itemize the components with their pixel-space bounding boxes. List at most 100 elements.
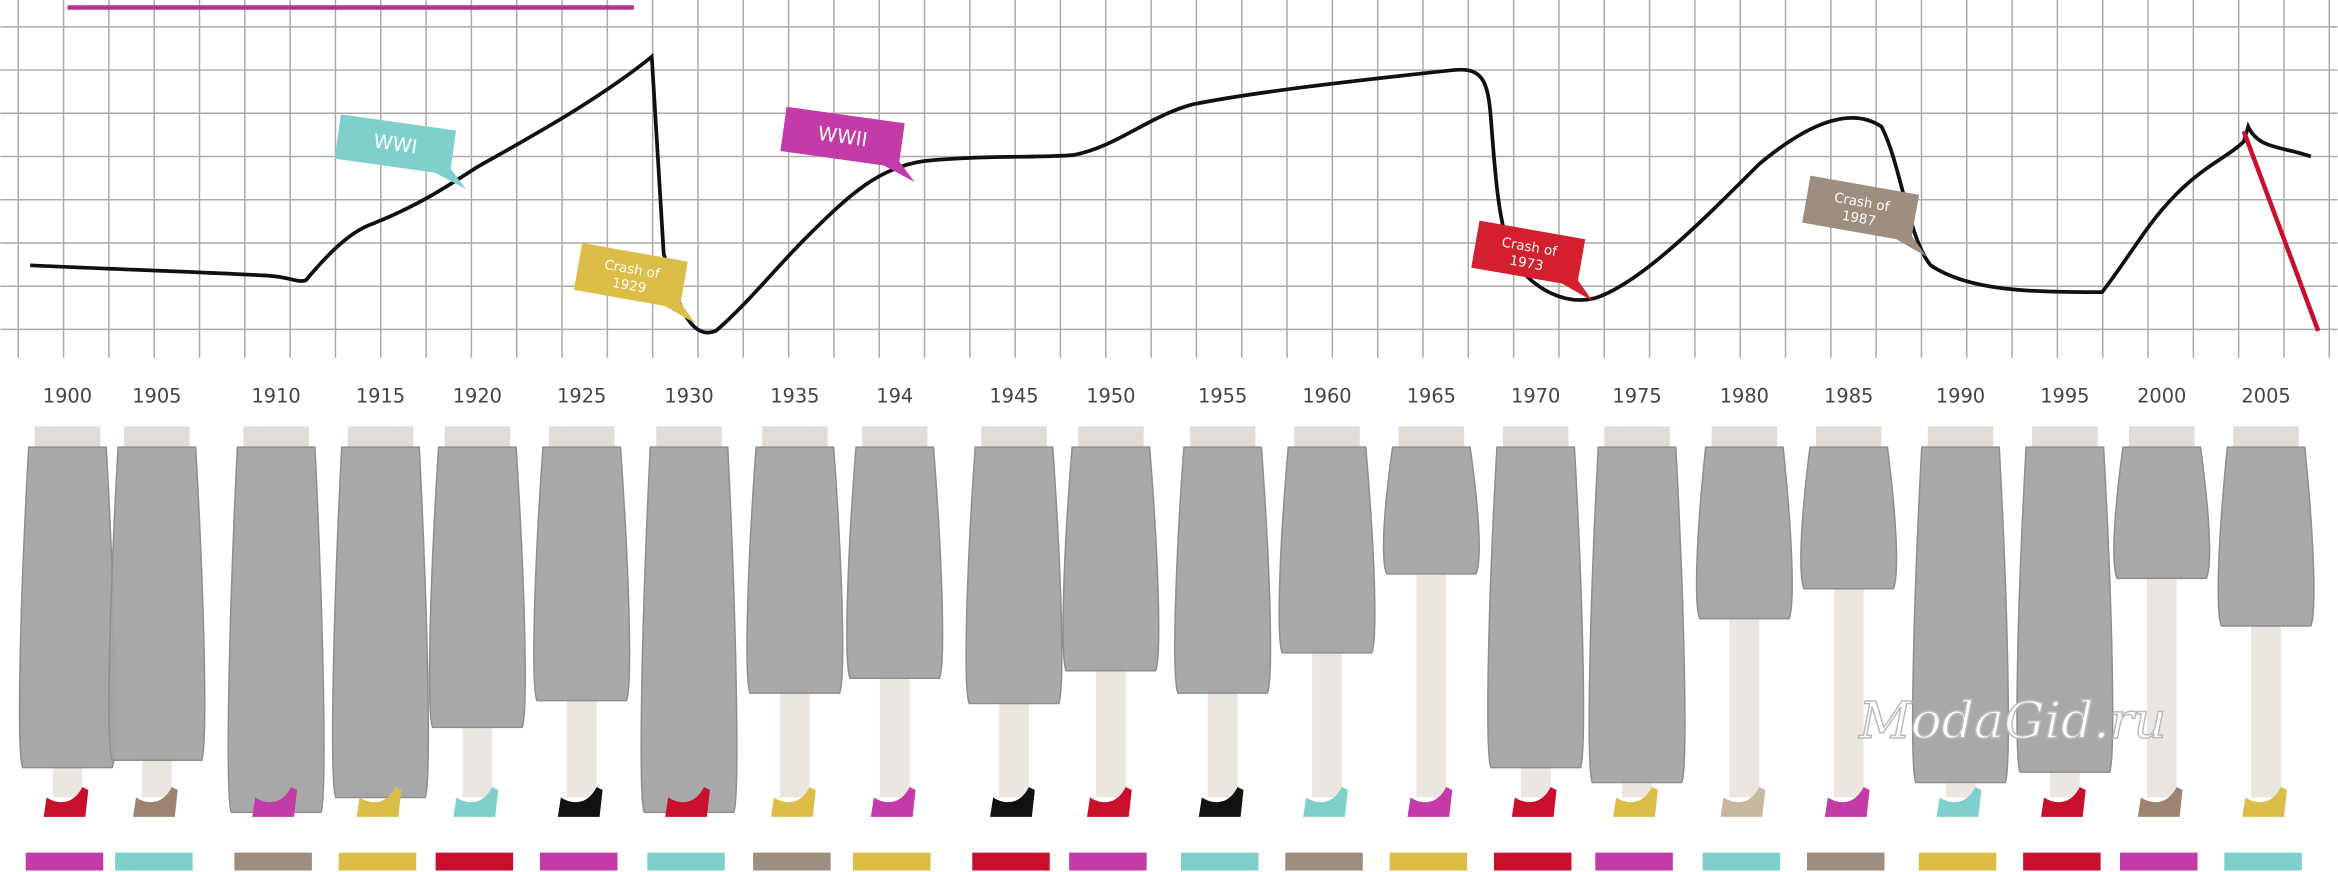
color-bar — [853, 853, 931, 871]
skirt — [2114, 447, 2210, 578]
year-label: 1925 — [557, 384, 606, 407]
year-labels: 1900 1905 1910 1915 1920 1925 1930 1935 194 1945 1… — [43, 384, 2291, 407]
waist — [2129, 426, 2195, 447]
waist — [2032, 426, 2098, 447]
waist — [1294, 426, 1360, 447]
grid — [0, 0, 2337, 358]
skirt — [2218, 447, 2314, 626]
watermark: ModaGid.ru — [1858, 691, 2166, 750]
year-label: 194 — [876, 384, 913, 407]
waist — [1078, 426, 1144, 447]
year-label: 1960 — [1302, 384, 1351, 407]
skirts — [20, 426, 2314, 870]
skirt — [534, 447, 630, 700]
skirt — [1175, 447, 1271, 693]
color-bar — [1494, 853, 1572, 871]
waist — [656, 426, 722, 447]
economy-curve — [30, 57, 2311, 333]
year-label: 1985 — [1824, 384, 1873, 407]
skirt — [847, 447, 943, 678]
year-label: 1955 — [1198, 384, 1247, 407]
hemline-infographic: WWI WWII Crash of1929 Crash of1973 Crash of1… — [0, 0, 2338, 872]
needle — [2244, 131, 2319, 331]
color-bar — [26, 853, 104, 871]
skirt — [109, 447, 205, 760]
skirt — [228, 447, 324, 812]
color-bar — [647, 853, 725, 871]
skirt — [1697, 447, 1793, 618]
skirt — [1589, 447, 1685, 782]
waist — [1503, 426, 1569, 447]
year-label: 1995 — [2040, 384, 2089, 407]
year-label: 1965 — [1407, 384, 1456, 407]
year-label: 1945 — [989, 384, 1038, 407]
skirt — [641, 447, 737, 812]
year-label: 1950 — [1086, 384, 1135, 407]
year-label: 1930 — [664, 384, 713, 407]
waist — [243, 426, 309, 447]
annotation-flag: WWII — [779, 107, 923, 182]
color-bar — [1595, 853, 1673, 871]
year-label: 1900 — [43, 384, 92, 407]
color-bar — [1285, 853, 1363, 871]
waist — [2233, 426, 2299, 447]
color-bar — [234, 853, 312, 871]
year-label: 1990 — [1936, 384, 1985, 407]
color-bar — [972, 853, 1050, 871]
color-bar — [1807, 853, 1885, 871]
skirt — [430, 447, 526, 727]
waist — [549, 426, 615, 447]
year-label: 1975 — [1612, 384, 1661, 407]
page: WWI WWII Crash of1929 Crash of1973 Crash of1… — [0, 0, 2338, 872]
skirt — [1801, 447, 1897, 589]
year-label: 1970 — [1511, 384, 1560, 407]
skirt — [20, 447, 116, 767]
color-bar — [115, 853, 193, 871]
year-label: 1920 — [453, 384, 502, 407]
waist — [762, 426, 828, 447]
waist — [124, 426, 190, 447]
waist — [1399, 426, 1465, 447]
waist — [862, 426, 928, 447]
color-bar — [339, 853, 417, 871]
skirt — [1279, 447, 1375, 653]
waist — [1928, 426, 1994, 447]
year-label: 1935 — [770, 384, 819, 407]
waist — [981, 426, 1047, 447]
annotation-flag: WWI — [333, 114, 474, 189]
color-bar — [1919, 853, 1997, 871]
color-bar — [2120, 853, 2198, 871]
skirt — [333, 447, 429, 797]
skirt — [1063, 447, 1159, 671]
waist — [1190, 426, 1256, 447]
waist — [445, 426, 511, 447]
skirt — [966, 447, 1062, 703]
color-bar — [1181, 853, 1259, 871]
skirt — [747, 447, 843, 693]
color-bar — [753, 853, 831, 871]
year-label: 1910 — [251, 384, 300, 407]
waist — [35, 426, 101, 447]
annotation-flag: Crash of1973 — [1469, 221, 1603, 301]
waist — [1712, 426, 1778, 447]
color-bar — [1069, 853, 1147, 871]
color-bar — [2224, 853, 2302, 871]
waist — [348, 426, 414, 447]
waist — [1604, 426, 1670, 447]
waist — [1816, 426, 1882, 447]
year-label: 1980 — [1720, 384, 1769, 407]
color-bar — [1390, 853, 1468, 871]
color-bar — [2023, 853, 2101, 871]
annotations: WWI WWII Crash of1929 Crash of1973 Crash of1… — [333, 107, 1937, 324]
color-bar — [1703, 853, 1781, 871]
color-bar — [540, 853, 618, 871]
skirt — [1384, 447, 1480, 574]
year-label: 2000 — [2137, 384, 2186, 407]
color-bar — [436, 853, 514, 871]
year-label: 2005 — [2241, 384, 2290, 407]
year-label: 1905 — [132, 384, 181, 407]
skirt — [1488, 447, 1584, 767]
year-label: 1915 — [356, 384, 405, 407]
